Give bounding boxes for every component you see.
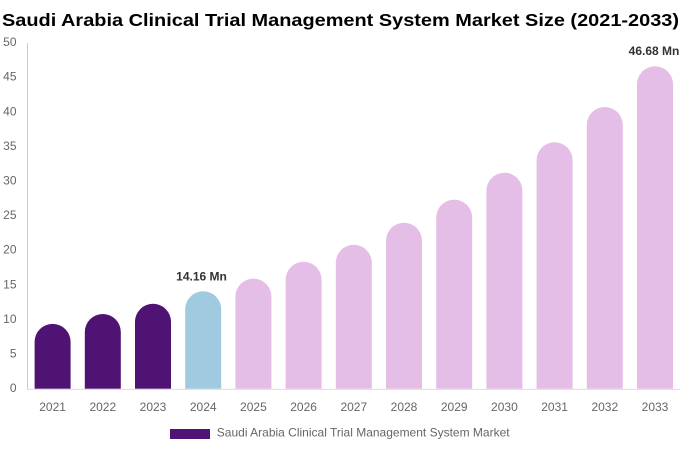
svg-text:20: 20	[3, 243, 17, 257]
svg-text:0: 0	[10, 381, 17, 395]
svg-text:2032: 2032	[591, 400, 618, 414]
svg-text:15: 15	[3, 277, 17, 291]
svg-text:25: 25	[3, 208, 17, 222]
svg-text:2031: 2031	[541, 400, 568, 414]
svg-text:40: 40	[3, 104, 17, 118]
svg-text:Saudi Arabia Clinical Trial Ma: Saudi Arabia Clinical Trial Management S…	[217, 426, 510, 440]
svg-text:14.16 Mn: 14.16 Mn	[176, 270, 227, 284]
svg-text:2023: 2023	[140, 400, 167, 414]
svg-text:2021: 2021	[39, 400, 66, 414]
svg-text:2029: 2029	[441, 400, 468, 414]
svg-text:35: 35	[3, 139, 17, 153]
svg-text:2025: 2025	[240, 400, 267, 414]
svg-text:2033: 2033	[642, 400, 669, 414]
svg-text:5: 5	[10, 347, 17, 361]
svg-text:2030: 2030	[491, 400, 518, 414]
svg-text:2027: 2027	[340, 400, 367, 414]
svg-text:30: 30	[3, 174, 17, 188]
svg-text:2022: 2022	[89, 400, 116, 414]
svg-text:10: 10	[3, 312, 17, 326]
svg-text:2028: 2028	[391, 400, 418, 414]
svg-text:2024: 2024	[190, 400, 217, 414]
svg-text:2026: 2026	[290, 400, 317, 414]
svg-text:50: 50	[3, 35, 17, 49]
svg-text:Saudi Arabia Clinical Trial Ma: Saudi Arabia Clinical Trial Management S…	[2, 10, 679, 30]
svg-text:45: 45	[3, 70, 17, 84]
svg-text:46.68 Mn: 46.68 Mn	[629, 44, 680, 58]
